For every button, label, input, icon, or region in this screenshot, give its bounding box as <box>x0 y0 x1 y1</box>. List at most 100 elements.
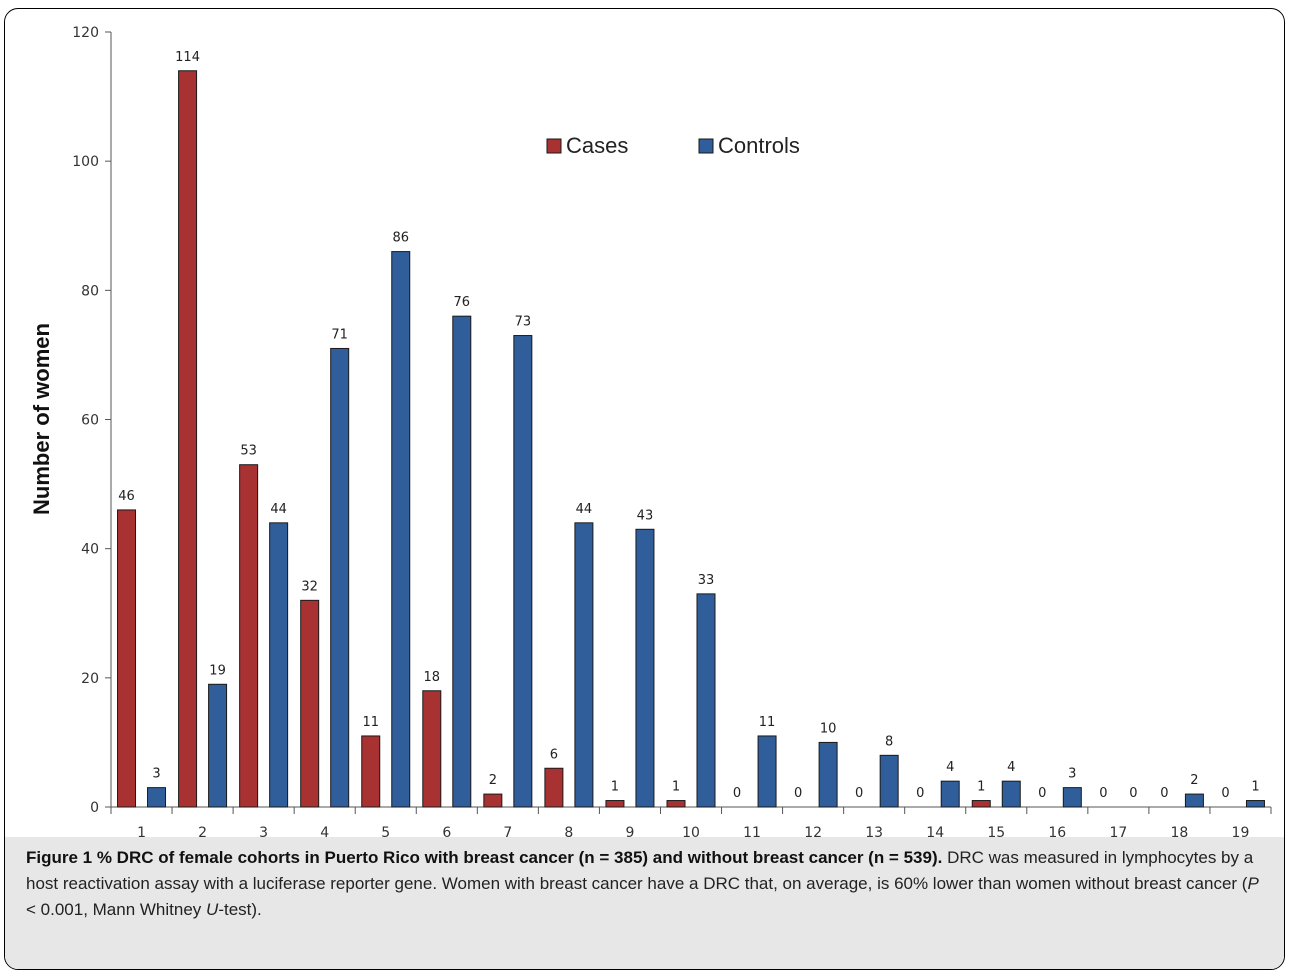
data-label-cases: 6 <box>550 747 558 762</box>
caption-text-3: -test). <box>218 900 262 919</box>
y-tick-label: 100 <box>72 154 99 170</box>
data-label-cases: 1 <box>672 780 680 795</box>
x-tick-label: 10 <box>682 825 700 837</box>
x-tick-label: 2 <box>198 825 207 837</box>
bar-controls <box>940 780 960 808</box>
bar-cases <box>117 509 137 808</box>
bar-controls <box>1062 787 1082 808</box>
data-label-cases: 32 <box>301 579 318 594</box>
data-label-cases: 53 <box>240 444 257 459</box>
bar-controls <box>1184 793 1204 808</box>
caption-text-1: DRC was measured in lymphocytes by a hos… <box>26 848 1254 893</box>
bar-cases <box>605 800 625 808</box>
bar-cases <box>483 793 503 808</box>
data-label-controls: 73 <box>515 315 532 330</box>
caption-u-symbol: U <box>206 900 219 919</box>
data-label-cases: 0 <box>794 786 802 801</box>
data-label-cases: 0 <box>733 786 741 801</box>
data-label-cases: 1 <box>611 780 619 795</box>
x-tick-label: 15 <box>987 825 1005 837</box>
bar-controls <box>696 593 716 808</box>
x-tick-label: 1 <box>137 825 146 837</box>
data-label-controls: 76 <box>454 295 471 310</box>
x-tick-label: 8 <box>564 825 573 837</box>
data-label-cases: 0 <box>855 786 863 801</box>
bar-controls <box>513 335 533 808</box>
x-tick-label: 12 <box>804 825 822 837</box>
data-label-cases: 18 <box>424 670 441 685</box>
x-tick-label: 18 <box>1171 825 1189 837</box>
legend-label-cases: Cases <box>566 133 628 158</box>
legend-label-controls: Controls <box>718 133 800 158</box>
data-label-controls: 3 <box>1068 767 1076 782</box>
bar-controls <box>757 735 777 808</box>
x-tick-label: 3 <box>259 825 268 837</box>
figure-frame: 0 20 40 60 80 100 120 1 2 3 4 5 6 7 8 9 10 11 12 13 14 15 16 17… <box>4 8 1285 970</box>
data-label-controls: 33 <box>698 573 715 588</box>
data-label-cases: 2 <box>489 773 497 788</box>
bar-cases <box>666 800 686 808</box>
bar-cases <box>971 800 991 808</box>
y-tick-label: 60 <box>81 413 99 429</box>
bar-controls <box>574 522 594 808</box>
data-label-controls: 3 <box>152 767 160 782</box>
data-label-controls: 4 <box>1007 760 1015 775</box>
bar-controls <box>452 315 472 808</box>
x-tick-label: 14 <box>926 825 944 837</box>
caption-p-symbol: P <box>1247 874 1259 893</box>
x-tick-label: 11 <box>743 825 761 837</box>
data-label-controls: 0 <box>1129 786 1137 801</box>
data-label-cases: 0 <box>1099 786 1107 801</box>
data-label-controls: 44 <box>576 502 593 517</box>
y-tick-label: 0 <box>90 800 99 816</box>
y-tick-label: 80 <box>81 283 99 299</box>
bar-controls <box>391 251 411 808</box>
x-tick-label: 16 <box>1048 825 1066 837</box>
data-label-controls: 43 <box>637 508 654 523</box>
data-label-cases: 0 <box>1160 786 1168 801</box>
data-label-cases: 46 <box>118 489 135 504</box>
figure-caption: Figure 1 % DRC of female cohorts in Puer… <box>5 837 1284 969</box>
data-label-controls: 19 <box>209 663 226 678</box>
bar-controls <box>147 787 167 808</box>
data-label-controls: 1 <box>1251 780 1259 795</box>
bar-cases <box>300 599 320 808</box>
x-tick-label: 7 <box>503 825 512 837</box>
legend-swatch-cases <box>546 138 562 154</box>
x-tick-label: 13 <box>865 825 883 837</box>
x-tick-label: 17 <box>1109 825 1127 837</box>
data-label-controls: 44 <box>270 502 287 517</box>
caption-text-2: < 0.001, Mann Whitney <box>26 900 207 919</box>
x-tick-label: 4 <box>320 825 329 837</box>
y-tick-label: 20 <box>81 671 99 687</box>
bar-cases <box>178 70 198 808</box>
bar-cases <box>544 767 564 808</box>
x-tick-label: 5 <box>381 825 390 837</box>
data-label-controls: 10 <box>820 721 837 736</box>
y-tick-label: 120 <box>72 25 99 41</box>
bar-cases <box>239 464 259 808</box>
data-label-controls: 11 <box>759 715 776 730</box>
bar-controls <box>879 754 899 808</box>
x-tick-label: 6 <box>442 825 451 837</box>
bar-cases <box>361 735 381 808</box>
bar-controls <box>1001 780 1021 808</box>
data-label-cases: 0 <box>1038 786 1046 801</box>
bar-controls <box>635 528 655 808</box>
y-tick-label: 40 <box>81 542 99 558</box>
caption-title: Figure 1 % DRC of female cohorts in Puer… <box>26 848 943 867</box>
data-label-controls: 4 <box>946 760 954 775</box>
data-label-controls: 8 <box>885 734 893 749</box>
bar-controls <box>269 522 289 808</box>
data-label-cases: 0 <box>1221 786 1229 801</box>
data-label-cases: 0 <box>916 786 924 801</box>
bar-controls <box>818 741 838 808</box>
y-axis-title: Number of women <box>29 323 54 515</box>
data-label-controls: 86 <box>392 231 409 246</box>
legend-swatch-controls <box>698 138 714 154</box>
data-label-cases: 11 <box>362 715 379 730</box>
data-label-cases: 114 <box>175 50 200 65</box>
x-tick-label: 9 <box>625 825 634 837</box>
data-label-cases: 1 <box>977 780 985 795</box>
